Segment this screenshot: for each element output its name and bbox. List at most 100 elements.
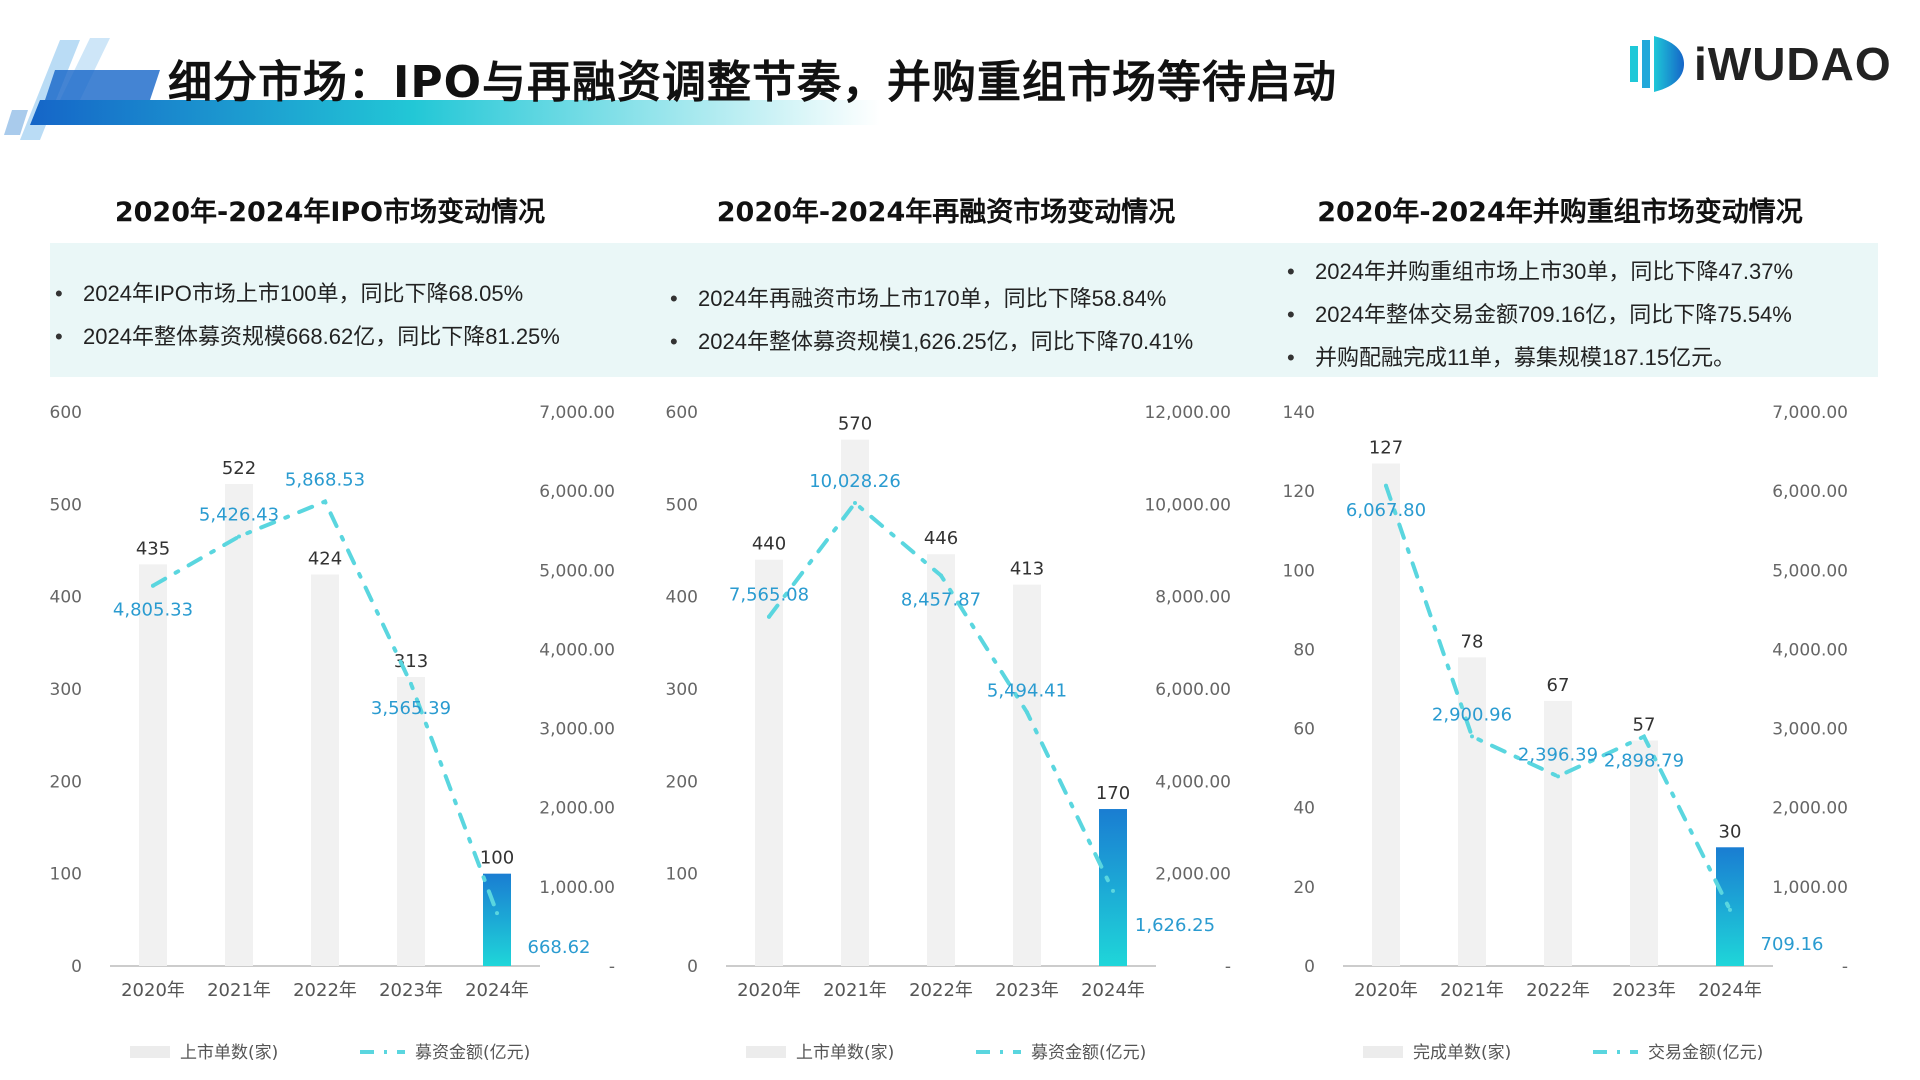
y-left-tick-label: 0 (687, 957, 698, 977)
line-value-label: 3,565.39 (371, 698, 451, 719)
bullet-item: 2024年再融资市场上市170单，同比下降58.84% (668, 277, 1193, 320)
y-left-tick-label: 100 (50, 865, 82, 885)
bar-value-label: 570 (838, 414, 872, 435)
y-left-tick-label: 300 (666, 680, 698, 700)
y-right-tick-label: 8,000.00 (1155, 588, 1231, 608)
legend-bar-swatch (130, 1046, 170, 1058)
bar (483, 873, 511, 966)
x-tick-label: 2021年 (1440, 980, 1504, 1001)
bullet-item: 2024年整体募资规模1,626.25亿，同比下降70.41% (668, 320, 1193, 363)
legend-bar-swatch (746, 1046, 786, 1058)
y-right-tick-label: 7,000.00 (539, 403, 615, 423)
bar-value-label: 522 (222, 458, 256, 479)
x-tick-label: 2024年 (1081, 980, 1145, 1001)
bullet-item: 2024年整体交易金额709.16亿，同比下降75.54% (1285, 293, 1793, 336)
line-value-label: 4,805.33 (113, 600, 193, 621)
bar (841, 439, 869, 966)
page-title: 细分市场：IPO与再融资调整节奏，并购重组市场等待启动 (168, 57, 1338, 108)
y-left-tick-label: 80 (1293, 640, 1315, 660)
line-point (237, 534, 241, 539)
bar-value-label: 67 (1547, 675, 1570, 696)
x-tick-label: 2023年 (995, 980, 1059, 1001)
line-point (151, 583, 155, 588)
line-value-label: 2,898.79 (1604, 751, 1684, 772)
y-left-tick-label: 200 (50, 772, 82, 792)
line-value-label: 709.16 (1761, 934, 1824, 955)
refinancing-bullets: 2024年再融资市场上市170单，同比下降58.84% 2024年整体募资规模1… (668, 277, 1193, 363)
line-value-label: 1,626.25 (1135, 915, 1215, 936)
y-left-tick-label: 140 (1283, 403, 1315, 423)
line-point (1384, 483, 1388, 488)
x-tick-label: 2022年 (293, 980, 357, 1001)
x-tick-label: 2020年 (737, 980, 801, 1001)
y-right-tick-label: 3,000.00 (539, 720, 615, 740)
y-left-tick-label: 100 (1283, 561, 1315, 581)
x-tick-label: 2024年 (465, 980, 529, 1001)
bar-value-label: 100 (480, 848, 514, 869)
y-right-tick-label: 4,000.00 (1155, 772, 1231, 792)
bullet-item: 并购配融完成11单，募集规模187.15亿元。 (1285, 336, 1793, 379)
x-tick-label: 2021年 (823, 980, 887, 1001)
line-value-label: 2,900.96 (1432, 704, 1512, 725)
bar (311, 574, 339, 966)
line-value-label: 668.62 (528, 937, 591, 958)
line-point (1728, 907, 1732, 912)
y-right-tick-label: 7,000.00 (1772, 403, 1848, 423)
line-point (1025, 710, 1029, 715)
line-value-label: 10,028.26 (809, 471, 901, 492)
y-left-tick-label: 0 (71, 957, 82, 977)
line-point (1111, 888, 1115, 893)
y-right-tick-label: - (1842, 957, 1848, 977)
x-tick-label: 2023年 (1612, 980, 1676, 1001)
bar-value-label: 30 (1719, 821, 1742, 842)
section-title-refinancing: 2020年-2024年再融资市场变动情况 (716, 197, 1176, 228)
y-right-tick-label: 3,000.00 (1772, 720, 1848, 740)
bullet-item: 2024年整体募资规模668.62亿，同比下降81.25% (53, 315, 560, 358)
x-tick-label: 2023年 (379, 980, 443, 1001)
y-left-tick-label: 600 (666, 403, 698, 423)
y-right-tick-label: - (609, 957, 615, 977)
x-tick-label: 2021年 (207, 980, 271, 1001)
y-left-tick-label: 600 (50, 403, 82, 423)
bar-value-label: 413 (1010, 559, 1044, 580)
x-tick-label: 2020年 (1354, 980, 1418, 1001)
bar (1630, 740, 1658, 966)
y-left-tick-label: 500 (666, 495, 698, 515)
y-right-tick-label: 2,000.00 (1772, 799, 1848, 819)
y-right-tick-label: 4,000.00 (1772, 640, 1848, 660)
x-tick-label: 2022年 (1526, 980, 1590, 1001)
bar (139, 564, 167, 966)
y-right-tick-label: 6,000.00 (539, 482, 615, 502)
line-value-label: 5,426.43 (199, 505, 279, 526)
line-value-label: 8,457.87 (901, 590, 981, 611)
bar (225, 484, 253, 966)
line-point (409, 681, 413, 686)
bar-value-label: 424 (308, 549, 342, 570)
logo-text: iWUDAO (1694, 38, 1892, 90)
line-point (1556, 774, 1560, 779)
line-value-label: 5,494.41 (987, 680, 1067, 701)
y-left-tick-label: 100 (666, 865, 698, 885)
bar-value-label: 78 (1461, 631, 1484, 652)
line-value-label: 6,067.80 (1346, 500, 1426, 521)
legend-line-label: 交易金额(亿元) (1648, 1043, 1763, 1063)
y-left-tick-label: 60 (1293, 720, 1315, 740)
bar (1013, 584, 1041, 966)
legend-bar-label: 上市单数(家) (796, 1043, 894, 1063)
line-series (1384, 483, 1732, 912)
y-left-tick-label: 120 (1283, 482, 1315, 502)
y-right-tick-label: 12,000.00 (1144, 403, 1231, 423)
bullet-item: 2024年IPO市场上市100单，同比下降68.05% (53, 272, 560, 315)
ipo-bullets: 2024年IPO市场上市100单，同比下降68.05% 2024年整体募资规模6… (53, 272, 560, 358)
legend-line-label: 募资金额(亿元) (1031, 1043, 1146, 1063)
ma-bullets: 2024年并购重组市场上市30单，同比下降47.37% 2024年整体交易金额7… (1285, 250, 1793, 379)
y-right-tick-label: 2,000.00 (539, 799, 615, 819)
y-right-tick-label: - (1225, 957, 1231, 977)
y-left-tick-label: 0 (1304, 957, 1315, 977)
y-left-tick-label: 200 (666, 772, 698, 792)
line-point (939, 573, 943, 578)
line-value-label: 5,868.53 (285, 470, 365, 491)
logo-icon (1630, 36, 1684, 92)
bar (397, 676, 425, 966)
y-right-tick-label: 5,000.00 (539, 561, 615, 581)
